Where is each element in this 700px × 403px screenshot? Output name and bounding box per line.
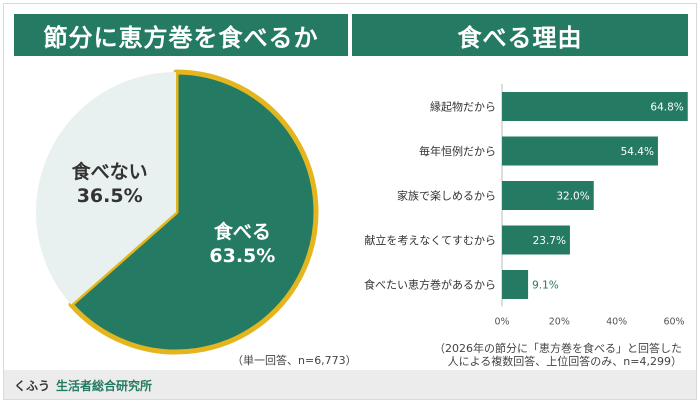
pie-slice-label: 食べる — [214, 220, 271, 243]
x-tick-label: 40% — [606, 317, 627, 328]
bar-note-line-2: 人による複数回答、上位回答のみ、n=4,299） — [447, 355, 682, 368]
footer-brand: くふう — [14, 379, 51, 393]
pie-sample-note: （単一回答、n=6,773） — [232, 354, 357, 367]
pie-panel-title: 節分に恵方巻を食べるか — [14, 14, 348, 56]
bar — [502, 181, 594, 210]
bar — [502, 270, 529, 299]
bar — [502, 92, 688, 121]
pie-slice — [35, 72, 177, 305]
pie-slice-value-label: 36.5% — [77, 185, 143, 207]
bar — [502, 136, 658, 166]
x-tick-label: 20% — [549, 317, 570, 328]
bar-sample-note: （2026年の節分に「恵方巻を食べる」と回答した 人による複数回答、上位回答のみ… — [434, 342, 682, 368]
bar-category-label: 毎年恒例だから — [419, 144, 496, 158]
bar-value-label: 9.1% — [532, 280, 559, 292]
x-tick-label: 60% — [663, 317, 684, 328]
bar-category-label: 家族で楽しめるから — [397, 189, 496, 203]
bar-value-label: 32.0% — [556, 191, 589, 203]
bar-value-label: 23.7% — [533, 235, 566, 247]
footer: くふう 生活者総合研究所 — [4, 370, 696, 399]
pie-slice-value-label: 63.5% — [209, 245, 275, 267]
bar-category-label: 食べたい恵方巻があるから — [364, 278, 496, 292]
pie-slice-label: 食べない — [72, 160, 148, 183]
bar-value-label: 54.4% — [621, 146, 654, 158]
footer-institute-name: 生活者総合研究所 — [56, 379, 153, 393]
bar-category-label: 献立を考えなくてすむから — [364, 233, 496, 247]
bar-note-line-1: （2026年の節分に「恵方巻を食べる」と回答した — [434, 342, 682, 355]
bar-panel-title: 食べる理由 — [352, 14, 688, 56]
pie-slice — [68, 69, 319, 355]
bar-chart: 縁起物だから 64.8% 毎年恒例だから 54.4% 家族で楽しめるから 32.0% 献立を… — [364, 84, 688, 328]
x-tick-label: 0% — [494, 317, 509, 328]
bar — [502, 225, 570, 255]
bar-category-label: 縁起物だから — [430, 100, 496, 114]
bar-value-label: 64.8% — [650, 102, 683, 114]
infographic-frame: 節分に恵方巻を食べるか 食べる理由 食べる 63.5% 食べない 36.5% 縁起物だ… — [3, 3, 697, 400]
